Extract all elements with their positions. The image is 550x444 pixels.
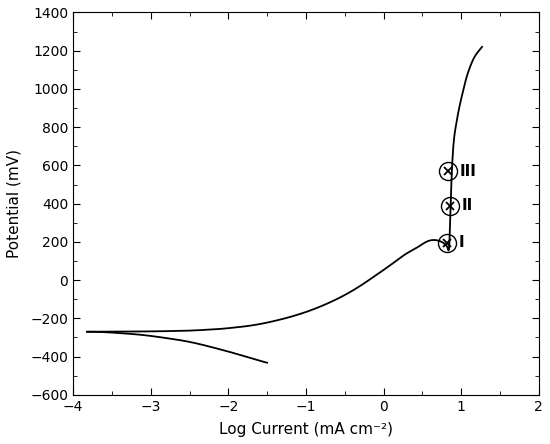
Text: III: III (460, 164, 476, 178)
Text: II: II (462, 198, 473, 213)
X-axis label: Log Current (mA cm⁻²): Log Current (mA cm⁻²) (219, 422, 393, 437)
Text: I: I (459, 235, 464, 250)
Y-axis label: Potential (mV): Potential (mV) (7, 149, 22, 258)
